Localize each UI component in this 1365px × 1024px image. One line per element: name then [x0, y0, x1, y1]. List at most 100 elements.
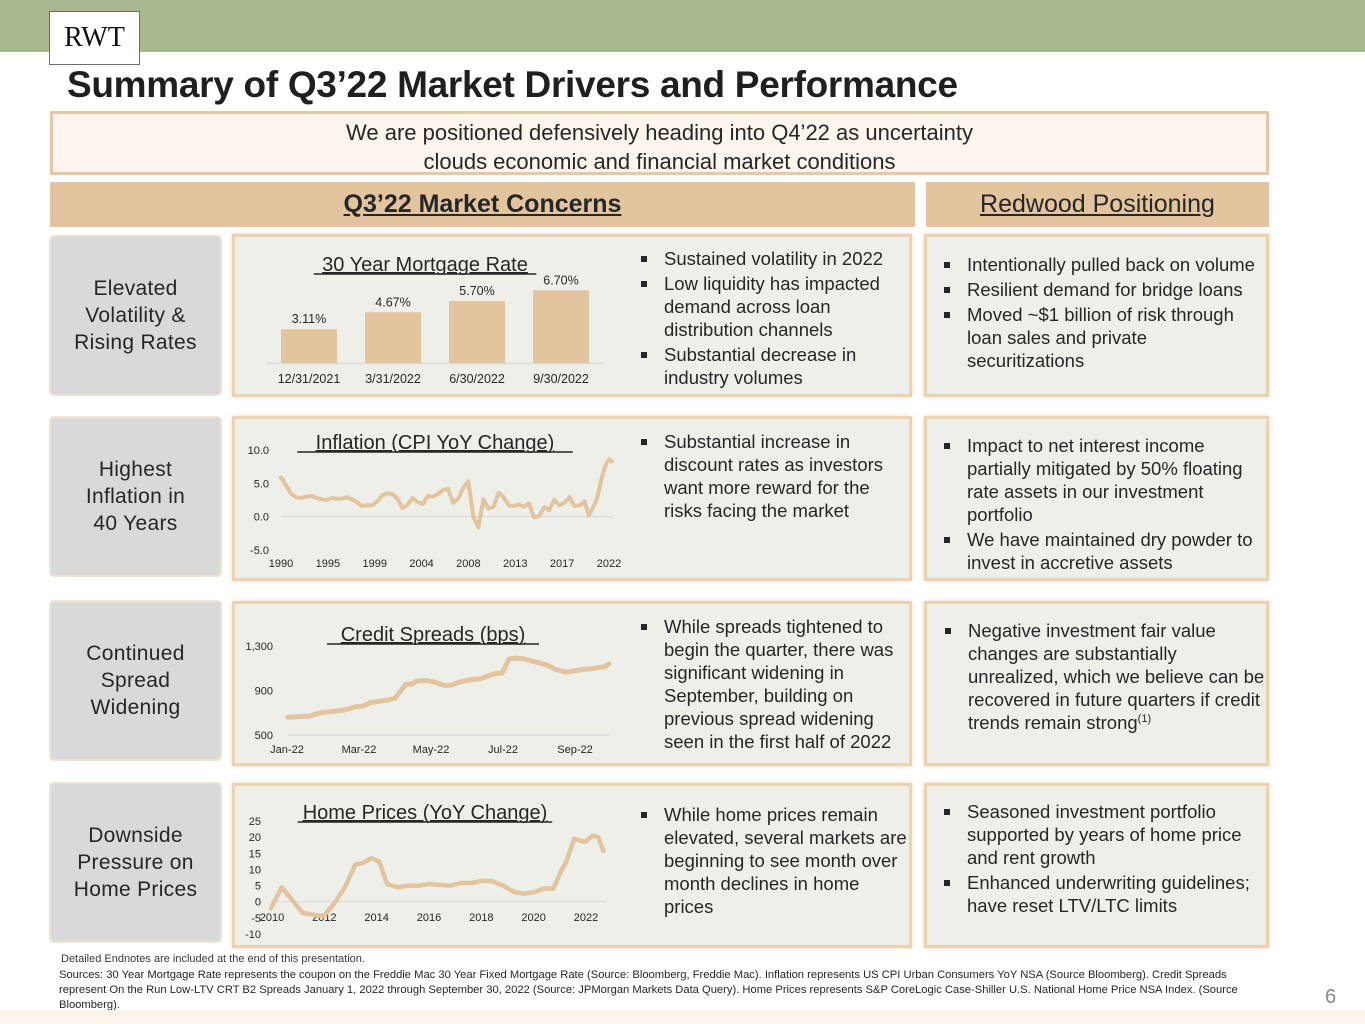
- market-concerns-header: Q3’22 Market Concerns: [50, 182, 915, 227]
- bar: [449, 301, 505, 363]
- x-tick-label: Jan-22: [270, 744, 304, 756]
- x-tick-label: 3/31/2022: [365, 372, 421, 386]
- home-prices-chart: Home Prices (YoY Change) 25 20 15 10 5 0 -5 -10 2…: [245, 802, 606, 941]
- x-tick-label: 2016: [417, 912, 441, 924]
- inflation-chart: Inflation (CPI YoY Change) 10.0 5.0 0.0 -5.0…: [248, 432, 622, 570]
- y-tick-label: 1,300: [245, 641, 273, 653]
- positioning-bullet: Enhanced underwriting guidelines; have r…: [940, 871, 1268, 917]
- bar-value-label: 5.70%: [459, 284, 494, 298]
- market-concerns-heading: Q3’22 Market Concerns: [343, 190, 622, 218]
- positioning-bullet: Resilient demand for bridge loans: [940, 278, 1265, 301]
- y-tick-label: 25: [249, 816, 261, 828]
- concern-panel-rates: 30 Year Mortgage Rate 3.11% 12/31/2021 4.67…: [232, 234, 912, 397]
- positioning-bullets-home-prices: Seasoned investment portfolio supported …: [940, 800, 1268, 919]
- bar-value-label: 3.11%: [292, 312, 327, 326]
- row-label-line: 40 Years: [93, 512, 178, 535]
- x-tick-label: 2020: [521, 912, 545, 924]
- page-title: Summary of Q3’22 Market Drivers and Perf…: [67, 64, 958, 105]
- mortgage-rate-chart: 30 Year Mortgage Rate 3.11% 12/31/2021 4.67…: [267, 254, 603, 386]
- row-label-line: Elevated: [93, 277, 178, 300]
- x-tick-label: 2013: [503, 558, 527, 570]
- row-label-line: Downside: [88, 824, 183, 847]
- positioning-panel-spreads: Negative investment fair value changes a…: [924, 601, 1269, 766]
- x-tick-label: 2022: [574, 912, 598, 924]
- banner-line-2: clouds economic and financial market con…: [423, 149, 896, 174]
- y-tick-label: 0: [255, 897, 261, 909]
- y-tick-label: -5.0: [250, 545, 269, 557]
- row-label-rates: Elevated Volatility & Rising Rates: [51, 237, 220, 394]
- x-tick-label: 2017: [550, 558, 574, 570]
- x-tick-label: Jul-22: [488, 744, 518, 756]
- x-tick-label: 6/30/2022: [449, 372, 505, 386]
- row-label-line: Spread: [100, 669, 171, 692]
- row-label-line: Volatility &: [85, 304, 186, 327]
- positioning-bullet: Moved ~$1 billion of risk through loan s…: [940, 303, 1265, 372]
- positioning-bullet: Seasoned investment portfolio supported …: [940, 800, 1268, 869]
- redwood-positioning-header: Redwood Positioning: [926, 182, 1269, 227]
- y-tick-label: 5.0: [254, 478, 269, 490]
- y-tick-label: 0.0: [254, 512, 269, 524]
- row-label-line: Widening: [90, 696, 181, 719]
- row-label-line: Pressure on: [77, 851, 194, 874]
- positioning-bullets-spreads: Negative investment fair value changes a…: [941, 619, 1266, 736]
- x-tick-label: 1999: [362, 558, 386, 570]
- summary-banner: We are positioned defensively heading in…: [50, 111, 1269, 175]
- x-tick-label: Mar-22: [342, 744, 377, 756]
- positioning-bullet-text: Negative investment fair value changes a…: [968, 620, 1265, 733]
- positioning-bullet: Negative investment fair value changes a…: [941, 619, 1266, 734]
- concern-bullets-rates: Sustained volatility in 2022 Low liquidi…: [637, 247, 907, 391]
- endnote-text: Detailed Endnotes are included at the en…: [61, 953, 365, 965]
- series-line: [279, 457, 614, 530]
- concern-bullet: Substantial decrease in industry volumes: [637, 343, 907, 389]
- chart-title: 30 Year Mortgage Rate: [322, 254, 528, 276]
- concern-bullet: While spreads tightened to begin the qua…: [637, 615, 909, 753]
- x-tick-label: 2014: [364, 912, 388, 924]
- redwood-positioning-heading: Redwood Positioning: [980, 190, 1215, 218]
- series-line: [268, 833, 606, 919]
- chart-title: Inflation (CPI YoY Change): [316, 432, 555, 454]
- x-tick-label: 2008: [456, 558, 480, 570]
- chart-title: Credit Spreads (bps): [341, 624, 526, 646]
- y-tick-label: 10.0: [248, 445, 269, 457]
- concern-bullet: Low liquidity has impacted demand across…: [637, 272, 907, 341]
- bar: [281, 329, 337, 363]
- x-tick-label: 2004: [409, 558, 433, 570]
- row-label-line: Inflation in: [85, 485, 186, 508]
- footnote-marker: (1): [1137, 712, 1152, 725]
- positioning-bullet: We have maintained dry powder to invest …: [940, 528, 1265, 574]
- y-tick-label: 20: [249, 832, 261, 844]
- positioning-panel-rates: Intentionally pulled back on volume Resi…: [924, 234, 1269, 397]
- row-label-home-prices: Downside Pressure on Home Prices: [51, 784, 220, 941]
- y-tick-label: 10: [249, 864, 261, 876]
- x-tick-label: 2022: [597, 558, 621, 570]
- concern-panel-spreads: Credit Spreads (bps) 1,300 900 500 Jan-22 Mar…: [232, 601, 912, 766]
- x-tick-label: 2018: [469, 912, 493, 924]
- y-tick-label: 15: [249, 848, 261, 860]
- row-label-line: Rising Rates: [74, 331, 197, 354]
- row-label-line: Continued: [86, 642, 185, 665]
- y-tick-label: -5: [251, 913, 261, 925]
- y-tick-label: -10: [245, 929, 261, 941]
- concern-bullet: Sustained volatility in 2022: [637, 247, 907, 270]
- bottom-bar: [0, 1010, 1365, 1024]
- x-tick-label: 1990: [269, 558, 293, 570]
- concern-bullet: Substantial increase in discount rates a…: [637, 430, 907, 522]
- bar: [365, 312, 421, 363]
- bar-value-label: 4.67%: [375, 295, 410, 309]
- concern-bullets-home-prices: While home prices remain elevated, sever…: [637, 803, 909, 920]
- page-number: 6: [1325, 986, 1337, 1008]
- y-tick-label: 900: [255, 686, 273, 698]
- bar-value-label: 6.70%: [543, 273, 578, 287]
- positioning-bullet: Intentionally pulled back on volume: [940, 253, 1265, 276]
- y-tick-label: 5: [255, 881, 261, 893]
- series-line: [285, 655, 612, 720]
- banner-line-1: We are positioned defensively heading in…: [346, 120, 973, 145]
- chart-title: Home Prices (YoY Change): [303, 802, 548, 824]
- row-label-spreads: Continued Spread Widening: [51, 602, 220, 759]
- company-logo: RWT: [49, 11, 140, 65]
- concern-bullets-spreads: While spreads tightened to begin the qua…: [637, 615, 909, 755]
- row-label-line: Home Prices: [73, 878, 198, 901]
- x-tick-label: 9/30/2022: [533, 372, 589, 386]
- positioning-bullet: Impact to net interest income partially …: [940, 434, 1265, 526]
- concern-bullets-inflation: Substantial increase in discount rates a…: [637, 430, 907, 524]
